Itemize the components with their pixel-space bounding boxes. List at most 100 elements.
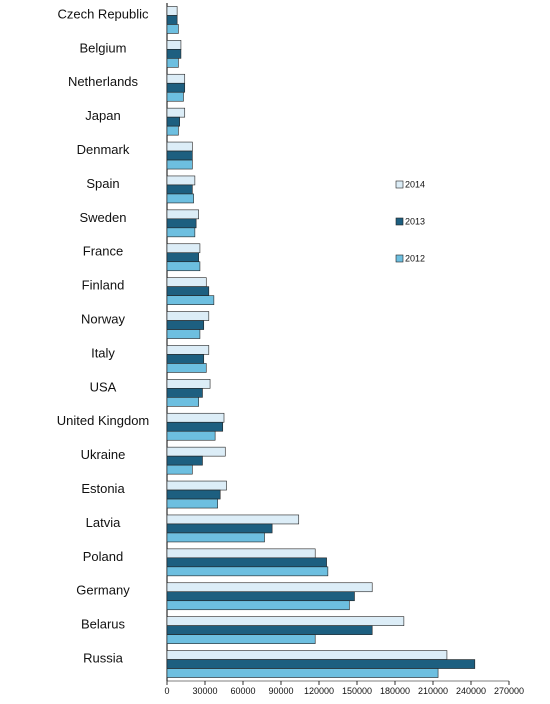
bar-belarus-2012 xyxy=(166,634,316,644)
bar-united-kingdom-2012 xyxy=(166,430,216,441)
category-label-spain: Spain xyxy=(86,176,119,191)
bar-poland-2012 xyxy=(166,566,329,577)
bar-united-kingdom-2013 xyxy=(166,421,224,432)
bar-belgium-2014 xyxy=(166,40,182,50)
bar-netherlands-2013 xyxy=(166,82,186,93)
bar-russia-2012 xyxy=(166,668,439,678)
bar-estonia-2012 xyxy=(166,498,218,509)
bar-italy-2013 xyxy=(166,354,205,364)
category-label-ukraine: Ukraine xyxy=(81,447,126,462)
legend-swatch-2012 xyxy=(395,254,404,263)
bar-usa-2012 xyxy=(166,397,199,407)
bar-japan-2013 xyxy=(166,116,180,127)
bar-germany-2012 xyxy=(166,600,350,611)
bar-belarus-2013 xyxy=(166,625,373,635)
category-label-united-kingdom: United Kingdom xyxy=(57,413,150,428)
bar-poland-2013 xyxy=(166,557,327,568)
bar-norway-2012 xyxy=(166,329,201,339)
bar-netherlands-2012 xyxy=(166,91,184,102)
bar-italy-2012 xyxy=(166,363,207,373)
category-label-germany: Germany xyxy=(76,583,130,598)
legend-swatch-2013 xyxy=(395,217,404,226)
x-tick-label-120000: 120000 xyxy=(304,686,334,696)
bar-russia-2014 xyxy=(166,650,448,660)
bar-denmark-2012 xyxy=(166,159,193,170)
bar-france-2013 xyxy=(166,252,199,263)
bar-france-2014 xyxy=(166,243,201,254)
bar-czech-republic-2012 xyxy=(166,24,179,34)
x-tick-label-0: 0 xyxy=(164,686,169,696)
bar-spain-2012 xyxy=(166,193,194,204)
category-label-japan: Japan xyxy=(85,108,120,123)
bar-latvia-2012 xyxy=(166,532,265,543)
bar-belgium-2012 xyxy=(166,58,179,68)
bar-spain-2014 xyxy=(166,175,196,186)
bar-ukraine-2013 xyxy=(166,455,203,466)
category-label-finland: Finland xyxy=(82,278,125,293)
bar-estonia-2014 xyxy=(166,480,227,491)
category-label-latvia: Latvia xyxy=(86,515,121,530)
category-label-norway: Norway xyxy=(81,311,126,326)
bar-belarus-2014 xyxy=(166,616,405,626)
bar-sweden-2012 xyxy=(166,227,196,238)
bar-finland-2014 xyxy=(166,277,207,287)
bar-czech-republic-2014 xyxy=(166,6,178,16)
bar-belgium-2013 xyxy=(166,49,182,59)
bar-japan-2012 xyxy=(166,125,179,136)
x-tick-label-210000: 210000 xyxy=(418,686,448,696)
bar-ukraine-2012 xyxy=(166,464,193,475)
bar-germany-2013 xyxy=(166,591,355,602)
category-label-belgium: Belgium xyxy=(80,40,127,55)
bar-denmark-2013 xyxy=(166,150,193,161)
bar-norway-2013 xyxy=(166,320,205,330)
bar-latvia-2013 xyxy=(166,523,273,534)
category-label-denmark: Denmark xyxy=(77,142,130,157)
bar-japan-2014 xyxy=(166,107,186,118)
category-label-poland: Poland xyxy=(83,549,123,564)
bar-sweden-2014 xyxy=(166,209,199,220)
bar-czech-republic-2013 xyxy=(166,15,178,25)
bar-germany-2014 xyxy=(166,582,373,593)
category-label-czech-republic: Czech Republic xyxy=(57,6,149,21)
bar-spain-2013 xyxy=(166,184,193,195)
bar-usa-2013 xyxy=(166,388,203,398)
bars xyxy=(166,6,476,678)
bar-estonia-2013 xyxy=(166,489,221,500)
category-label-sweden: Sweden xyxy=(80,210,127,225)
bar-usa-2014 xyxy=(166,379,211,389)
x-tick-label-180000: 180000 xyxy=(380,686,410,696)
legend-swatch-2014 xyxy=(395,180,404,189)
bar-italy-2014 xyxy=(166,345,210,355)
category-label-usa: USA xyxy=(90,379,117,394)
x-tick-label-60000: 60000 xyxy=(230,686,255,696)
bar-denmark-2014 xyxy=(166,141,193,152)
x-tick-label-30000: 30000 xyxy=(192,686,217,696)
bar-ukraine-2014 xyxy=(166,446,226,457)
bar-norway-2014 xyxy=(166,311,210,321)
bar-russia-2013 xyxy=(166,659,476,669)
category-label-netherlands: Netherlands xyxy=(68,74,139,89)
bar-finland-2013 xyxy=(166,286,210,296)
x-tick-label-240000: 240000 xyxy=(456,686,486,696)
bar-sweden-2013 xyxy=(166,218,197,229)
category-label-italy: Italy xyxy=(91,345,115,360)
legend-label-2013: 2013 xyxy=(405,216,425,226)
category-label-estonia: Estonia xyxy=(81,481,125,496)
bar-netherlands-2014 xyxy=(166,73,186,84)
x-tick-label-270000: 270000 xyxy=(494,686,524,696)
category-labels: Czech Republic Belgium Netherlands Japan Den… xyxy=(57,6,150,665)
category-label-russia: Russia xyxy=(83,650,124,665)
x-tick-label-150000: 150000 xyxy=(342,686,372,696)
x-tick-label-90000: 90000 xyxy=(268,686,293,696)
x-ticks: 0 30000 60000 90000 120000 150000 180000 210000… xyxy=(164,680,524,696)
category-label-france: France xyxy=(83,244,123,259)
bar-poland-2014 xyxy=(166,548,316,559)
bar-finland-2012 xyxy=(166,295,215,305)
category-label-belarus: Belarus xyxy=(81,617,126,632)
legend-label-2014: 2014 xyxy=(405,179,425,189)
bar-latvia-2014 xyxy=(166,514,300,525)
bar-united-kingdom-2014 xyxy=(166,412,225,423)
bar-france-2012 xyxy=(166,261,201,272)
legend: 2014 2013 2012 xyxy=(395,179,425,263)
